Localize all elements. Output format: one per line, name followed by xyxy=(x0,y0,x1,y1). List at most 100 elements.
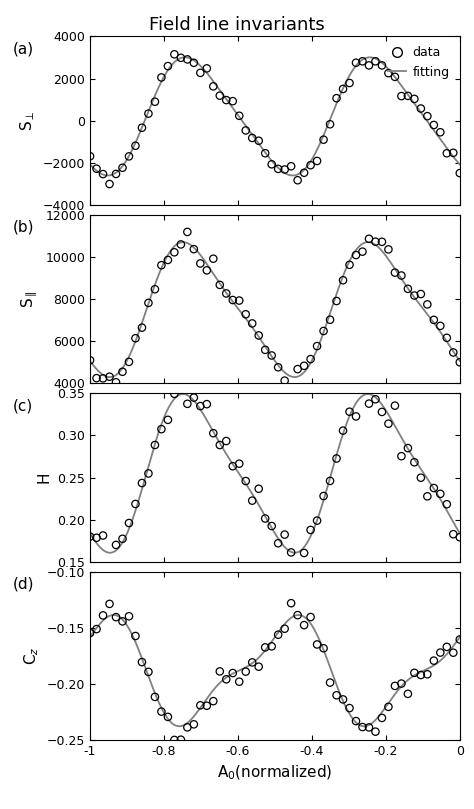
Point xyxy=(410,92,418,105)
Point xyxy=(372,235,379,248)
Point xyxy=(301,359,308,372)
Point xyxy=(417,668,425,681)
Point xyxy=(99,609,107,622)
Point xyxy=(274,361,282,374)
Point xyxy=(430,481,438,494)
Point xyxy=(417,287,425,300)
Point xyxy=(449,146,457,159)
Point xyxy=(248,494,256,507)
Point xyxy=(378,405,386,418)
Point xyxy=(118,161,126,174)
Point xyxy=(301,167,308,180)
Point xyxy=(229,667,237,680)
Point xyxy=(333,452,340,465)
Point xyxy=(183,226,191,239)
Point xyxy=(248,656,256,669)
Point xyxy=(255,660,263,673)
Point xyxy=(320,642,328,654)
Point xyxy=(410,455,418,468)
Point xyxy=(365,59,373,72)
Point xyxy=(151,438,159,451)
Point xyxy=(203,264,210,277)
Point xyxy=(346,258,353,271)
Point xyxy=(99,529,107,542)
Point xyxy=(255,329,263,342)
Point xyxy=(391,399,399,412)
Point xyxy=(125,610,133,623)
Legend: data, fitting: data, fitting xyxy=(384,43,454,83)
Y-axis label: C$_z$: C$_z$ xyxy=(23,646,41,665)
Point xyxy=(301,547,308,560)
Point xyxy=(158,422,165,435)
Point xyxy=(274,536,282,549)
Point xyxy=(222,673,230,686)
Point xyxy=(443,498,451,510)
Point xyxy=(236,457,243,470)
Point xyxy=(404,90,412,103)
Point xyxy=(443,332,451,345)
Point xyxy=(216,89,224,102)
Point xyxy=(236,676,243,688)
Point xyxy=(229,294,237,307)
Point xyxy=(424,110,431,123)
Point xyxy=(449,346,457,359)
Point xyxy=(99,372,107,385)
Point xyxy=(365,232,373,245)
Point xyxy=(138,321,146,334)
Point xyxy=(190,392,198,404)
Point xyxy=(326,676,334,689)
Point xyxy=(112,539,120,552)
Point xyxy=(190,57,198,70)
Point xyxy=(372,55,379,68)
Point xyxy=(449,646,457,659)
Point xyxy=(313,340,321,353)
Point xyxy=(320,489,328,502)
Point xyxy=(229,95,237,108)
Point xyxy=(398,677,405,690)
Point xyxy=(424,298,431,311)
Point xyxy=(164,60,172,73)
Point xyxy=(281,163,289,176)
Point xyxy=(222,94,230,107)
Point xyxy=(138,121,146,134)
Point xyxy=(242,475,249,488)
Point xyxy=(112,167,120,180)
Point xyxy=(197,66,204,79)
Point xyxy=(106,177,113,190)
Point xyxy=(287,159,295,172)
Point xyxy=(268,519,275,532)
Point xyxy=(294,362,301,375)
Point xyxy=(372,393,379,406)
Point xyxy=(437,646,444,659)
Point xyxy=(437,487,444,500)
Point xyxy=(190,718,198,731)
Point xyxy=(106,562,113,575)
Point xyxy=(203,398,210,411)
Point xyxy=(359,379,366,392)
Point xyxy=(171,246,178,259)
Point xyxy=(443,641,451,654)
Point xyxy=(93,623,100,636)
Point xyxy=(171,388,178,400)
Point xyxy=(365,721,373,734)
Point xyxy=(326,118,334,131)
Point xyxy=(339,693,347,706)
Point xyxy=(378,59,386,72)
Point xyxy=(287,546,295,559)
Point xyxy=(132,629,139,642)
Point xyxy=(352,248,360,261)
Point xyxy=(313,638,321,651)
Point xyxy=(86,150,94,163)
Point xyxy=(398,90,405,103)
Point xyxy=(183,721,191,734)
Point xyxy=(177,733,185,746)
Point xyxy=(222,287,230,300)
Point xyxy=(294,174,301,187)
Point xyxy=(171,734,178,747)
Point xyxy=(410,667,418,680)
Point xyxy=(333,91,340,104)
Point xyxy=(138,655,146,668)
Point xyxy=(183,397,191,410)
Point xyxy=(236,294,243,307)
Point xyxy=(307,353,314,366)
